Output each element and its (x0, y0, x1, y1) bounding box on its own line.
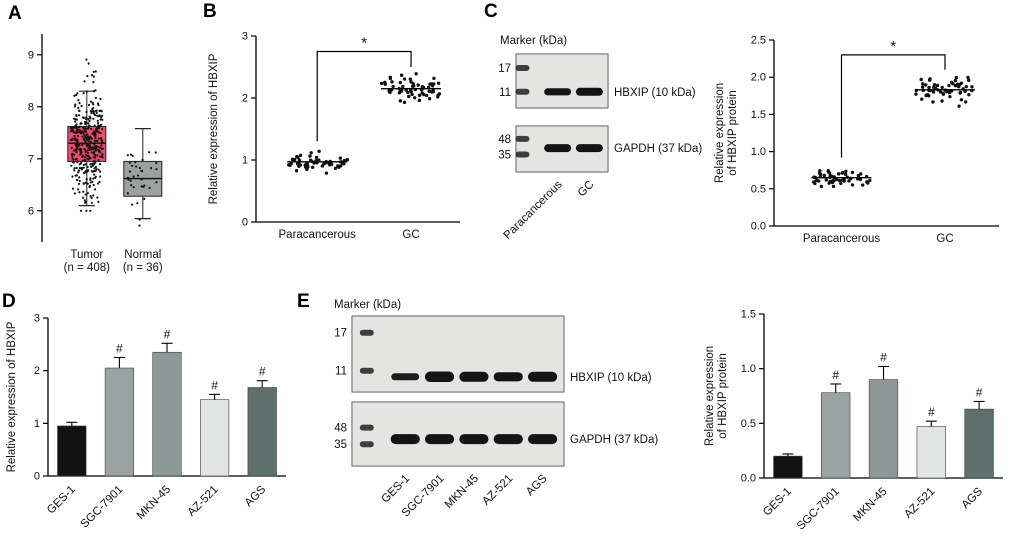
svg-text:Normal: Normal (124, 249, 161, 261)
svg-text:0.0: 0.0 (741, 473, 756, 485)
svg-text:35: 35 (334, 439, 347, 451)
svg-text:Relative expression: Relative expression (714, 83, 726, 183)
svg-text:48: 48 (498, 134, 511, 146)
svg-text:Relative expression: Relative expression (704, 346, 716, 446)
svg-text:GC: GC (576, 179, 597, 200)
svg-text:SGC-7901: SGC-7901 (795, 486, 842, 533)
boxplot-tumor-vs-normal: 6 7 8 9 Tumor (n = 408) Normal (n = 36) (6, 20, 196, 288)
western-blot-tissues: Marker (kDa) 17 11 HBXIP (10 kDa) 48 35 GAPDH … (486, 30, 712, 270)
svg-text:*: * (890, 38, 896, 55)
svg-text:GAPDH (37 kDa): GAPDH (37 kDa) (570, 434, 658, 446)
barchart-hbxip-protein-cells: 0.0 0.5 1.0 1.5 Relative expression of HBXIP … (702, 300, 1015, 538)
svg-text:3: 3 (34, 313, 40, 325)
barchart-hbxip-mrna-cells: 0 1 2 3 Relative expression of HBXIP GES-1 # SG… (4, 304, 296, 536)
svg-text:2.0: 2.0 (751, 72, 766, 84)
svg-text:AGS: AGS (960, 485, 986, 511)
svg-text:(n = 408): (n = 408) (64, 262, 111, 274)
svg-text:9: 9 (28, 49, 34, 61)
svg-text:1.5: 1.5 (751, 109, 766, 121)
svg-text:0.5: 0.5 (751, 183, 766, 195)
svg-text:11: 11 (499, 87, 511, 99)
svg-text:1.0: 1.0 (751, 146, 766, 158)
panel-label-a: A (8, 3, 22, 24)
svg-text:Paracancerous: Paracancerous (502, 178, 565, 241)
svg-text:3: 3 (242, 31, 248, 43)
svg-text:7: 7 (28, 153, 34, 165)
svg-text:MKN-45: MKN-45 (443, 473, 481, 511)
svg-text:1.0: 1.0 (741, 363, 756, 375)
svg-D: 0 1 2 3 Relative expression of HBXIP GES-1 # SG… (6, 313, 286, 531)
svg-text:1: 1 (242, 155, 248, 167)
svg-text:0.5: 0.5 (741, 418, 756, 430)
svg-text:#: # (116, 342, 123, 356)
svg-text:35: 35 (498, 150, 511, 162)
svg-text:AGS: AGS (243, 483, 269, 509)
svg-text:0: 0 (242, 217, 248, 229)
panel-label-e: E (297, 291, 310, 312)
panel-label-b: B (203, 1, 217, 22)
svg-text:2: 2 (242, 93, 248, 105)
svg-text:GES-1: GES-1 (45, 484, 78, 517)
svg-text:0: 0 (34, 471, 40, 483)
svg-A: 6 7 8 9 Tumor(n = 408) Normal(n = 36) (28, 34, 163, 274)
svg-text:#: # (259, 365, 266, 379)
svg-text:1.5: 1.5 (741, 309, 756, 321)
svg-text:MKN-45: MKN-45 (135, 484, 173, 522)
svg-text:#: # (928, 405, 935, 419)
svg-text:2: 2 (34, 365, 40, 377)
svg-text:Marker (kDa): Marker (kDa) (334, 299, 401, 311)
svg-text:AZ-521: AZ-521 (902, 486, 937, 521)
svg-text:AZ-521: AZ-521 (186, 484, 221, 519)
svg-blotC: Marker (kDa) 17 11 HBXIP (10 kDa) 48 35 GAPDH … (498, 35, 702, 242)
svg-text:Marker (kDa): Marker (kDa) (500, 35, 567, 47)
svg-text:17: 17 (498, 63, 511, 75)
svg-text:0.0: 0.0 (751, 221, 766, 233)
svg-text:AZ-521: AZ-521 (480, 473, 515, 508)
panel-label-d: D (2, 291, 16, 312)
svg-text:Paracancerous: Paracancerous (279, 229, 357, 241)
svg-text:GES-1: GES-1 (379, 473, 412, 506)
svg-text:#: # (164, 327, 171, 341)
svg-text:1: 1 (34, 418, 40, 430)
dotplot-hbxip-mrna-tissue: 0 1 2 3 Relative expression of HBXIP Paracanc… (206, 16, 474, 248)
svg-text:#: # (880, 350, 887, 364)
svg-text:11: 11 (335, 366, 347, 378)
svg-text:GC: GC (936, 233, 953, 245)
svg-text:Relative expression of HBXIP: Relative expression of HBXIP (208, 53, 220, 204)
western-blot-cell-lines: Marker (kDa) 17 11 HBXIP (10 kDa) 48 35 GAPDH … (300, 296, 694, 538)
svg-text:#: # (976, 385, 983, 399)
svg-text:48: 48 (334, 423, 347, 435)
svg-text:GC: GC (402, 229, 419, 241)
svg-B: 0 1 2 3 Relative expression of HBXIP Paracanc… (208, 31, 460, 241)
svg-text:HBXIP (10 kDa): HBXIP (10 kDa) (614, 87, 696, 99)
svg-text:of HBXIP protein: of HBXIP protein (727, 90, 739, 175)
svg-Ebar: 0.0 0.5 1.0 1.5 Relative expression of HBXIP … (704, 309, 1003, 533)
svg-text:GES-1: GES-1 (761, 486, 794, 519)
svg-text:Tumor: Tumor (70, 249, 103, 261)
svg-text:of HBXIP protein: of HBXIP protein (717, 353, 729, 438)
svg-text:17: 17 (334, 328, 347, 340)
svg-text:#: # (832, 368, 839, 382)
svg-text:SGC-7901: SGC-7901 (79, 484, 126, 531)
svg-text:MKN-45: MKN-45 (851, 486, 889, 524)
svg-text:2.5: 2.5 (751, 35, 766, 47)
svg-text:HBXIP (10 kDa): HBXIP (10 kDa) (570, 372, 652, 384)
svg-blotE: Marker (kDa) 17 11 HBXIP (10 kDa) 48 35 GAPDH … (334, 299, 658, 520)
svg-text:AGS: AGS (524, 472, 550, 498)
svg-text:#: # (211, 378, 218, 392)
svg-text:GAPDH (37 kDa): GAPDH (37 kDa) (614, 143, 702, 155)
svg-C: 0.0 0.5 1.0 1.5 2.0 2.5 Relative expression of … (714, 35, 999, 245)
svg-text:8: 8 (28, 101, 34, 113)
svg-text:Relative expression of HBXIP: Relative expression of HBXIP (6, 321, 18, 472)
svg-text:6: 6 (28, 205, 34, 217)
dotplot-hbxip-protein-tissue: 0.0 0.5 1.0 1.5 2.0 2.5 Relative expression of … (712, 24, 1015, 252)
svg-text:Paracancerous: Paracancerous (803, 233, 881, 245)
svg-text:(n = 36): (n = 36) (123, 262, 163, 274)
panel-label-c: C (484, 1, 498, 22)
svg-text:*: * (361, 35, 367, 52)
